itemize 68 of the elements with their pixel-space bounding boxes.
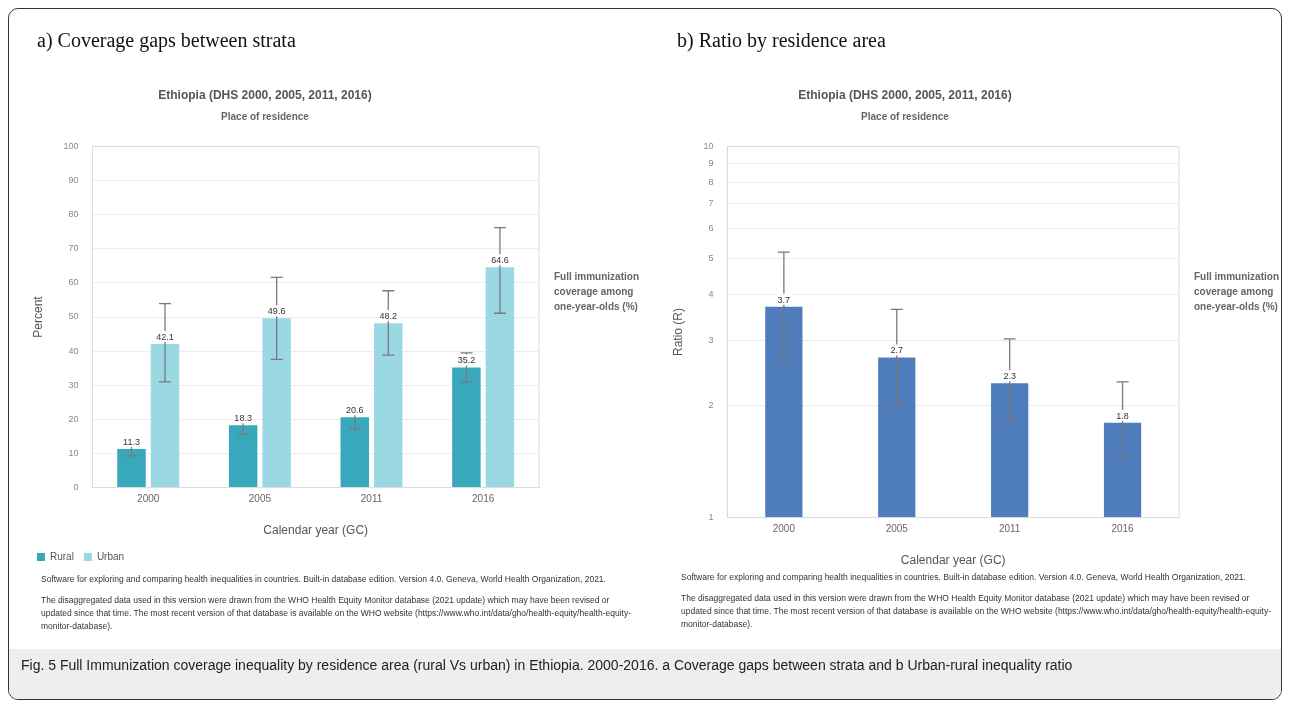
data-label: 2.3 bbox=[1003, 371, 1016, 382]
text: The disaggregated data used in this version were drawn from the WHO Health Equity Monitor database (2021 update) which may have been revised or updated since that time. The most recent version of that database is available on the WHO website (https://www.who.int/data/gho/health-equity/health-equity-monitor-database). bbox=[41, 594, 632, 633]
data-label: 20.6 bbox=[346, 405, 364, 416]
y-tick-label: 7 bbox=[708, 198, 714, 209]
y-tick-label: 80 bbox=[68, 209, 79, 220]
bar bbox=[340, 417, 370, 488]
y-tick-label: 40 bbox=[68, 345, 79, 356]
y-tick-label: 8 bbox=[708, 176, 714, 187]
legend-label: Rural bbox=[50, 550, 74, 562]
y-tick-label: 10 bbox=[68, 447, 79, 458]
data-label: 48.2 bbox=[379, 311, 398, 322]
y-tick-label: 70 bbox=[68, 243, 79, 254]
data-label: 1.8 bbox=[1116, 410, 1129, 421]
x-axis-title: Calendar year (GC) bbox=[263, 523, 369, 538]
data-label: 18.3 bbox=[234, 413, 252, 424]
bar bbox=[117, 449, 146, 488]
y-tick-label: 4 bbox=[708, 288, 714, 299]
data-label: 42.1 bbox=[156, 331, 174, 342]
y-tick-label: 6 bbox=[708, 223, 714, 234]
x-tick-label: 2000 bbox=[772, 523, 796, 535]
text: Place of residence bbox=[220, 111, 310, 122]
data-label: 3.7 bbox=[777, 294, 791, 305]
text: Full immunization coverage among one-year-olds (%) bbox=[554, 270, 639, 314]
y-tick-label: 3 bbox=[708, 334, 714, 345]
bar bbox=[452, 367, 481, 488]
y-tick-label: 10 bbox=[703, 140, 714, 151]
bar bbox=[150, 343, 180, 488]
bar bbox=[228, 425, 258, 488]
x-axis-title: Calendar year (GC) bbox=[900, 553, 1006, 568]
text: Place of residence bbox=[860, 111, 950, 122]
caption: Fig. 5 Full Immunization coverage inequality by residence area (rural Vs urban) in Ethiopia. 2000-2016. a Coverage gaps between strata and b Urban-rural inequality ratio bbox=[9, 649, 1281, 699]
chart-subtitle: Ethiopia (DHS 2000, 2005, 2011, 2016) bbox=[157, 88, 373, 102]
y-tick-label: 90 bbox=[68, 175, 79, 185]
x-tick-label: 2011 bbox=[360, 493, 383, 505]
y-tick-label: 50 bbox=[68, 311, 79, 322]
y-tick-label: 0 bbox=[73, 482, 79, 493]
data-label: 11.3 bbox=[123, 437, 140, 448]
y-tick-label: 1 bbox=[708, 512, 714, 523]
x-tick-label: 2011 bbox=[998, 523, 1021, 535]
x-tick-label: 2005 bbox=[248, 493, 272, 505]
data-label: 2.7 bbox=[890, 345, 904, 356]
chart-title: b) Ratio by residence area bbox=[677, 29, 886, 52]
x-tick-label: 2000 bbox=[137, 493, 160, 505]
y-tick-label: 60 bbox=[68, 277, 79, 288]
y-tick-label: 2 bbox=[708, 400, 714, 411]
y-tick-label: 9 bbox=[708, 157, 714, 168]
y-tick-label: 30 bbox=[68, 379, 79, 390]
data-label: 35.2 bbox=[457, 355, 476, 366]
legend-label: Urban bbox=[96, 550, 125, 562]
data-label: 49.6 bbox=[267, 306, 286, 317]
bar bbox=[262, 318, 291, 488]
text: The disaggregated data used in this version were drawn from the WHO Health Equity Monitor database (2021 update) which may have been revised or updated since that time. The most recent version of that database is available on the WHO website (https://www.who.int/data/gho/health-equity/health-equity-monitor-database). bbox=[681, 592, 1272, 631]
x-tick-label: 2005 bbox=[885, 523, 909, 535]
text: Software for exploring and comparing health inequalities in countries. Built-in database edition. Version 4.0. Geneva, World Health Organization, 2021. bbox=[681, 571, 1247, 584]
text: Full immunization coverage among one-year-olds (%) bbox=[1194, 270, 1279, 314]
bar bbox=[374, 323, 403, 488]
bar bbox=[485, 267, 515, 488]
x-tick-label: 2016 bbox=[472, 493, 495, 505]
y-tick-label: 100 bbox=[63, 140, 79, 151]
y-tick-label: 5 bbox=[708, 252, 714, 263]
chart-title: a) Coverage gaps between strata bbox=[37, 29, 296, 52]
text: Software for exploring and comparing health inequalities in countries. Built-in database edition. Version 4.0. Geneva, World Health Organization, 2021. bbox=[41, 573, 607, 586]
y-tick-label: 20 bbox=[68, 413, 79, 424]
data-label: 64.6 bbox=[491, 255, 509, 266]
y-axis-title: Ratio (R) bbox=[670, 307, 685, 357]
chart-subtitle: Ethiopia (DHS 2000, 2005, 2011, 2016) bbox=[797, 88, 1013, 102]
y-axis-title: Percent bbox=[30, 295, 45, 338]
x-tick-label: 2016 bbox=[1111, 523, 1135, 535]
